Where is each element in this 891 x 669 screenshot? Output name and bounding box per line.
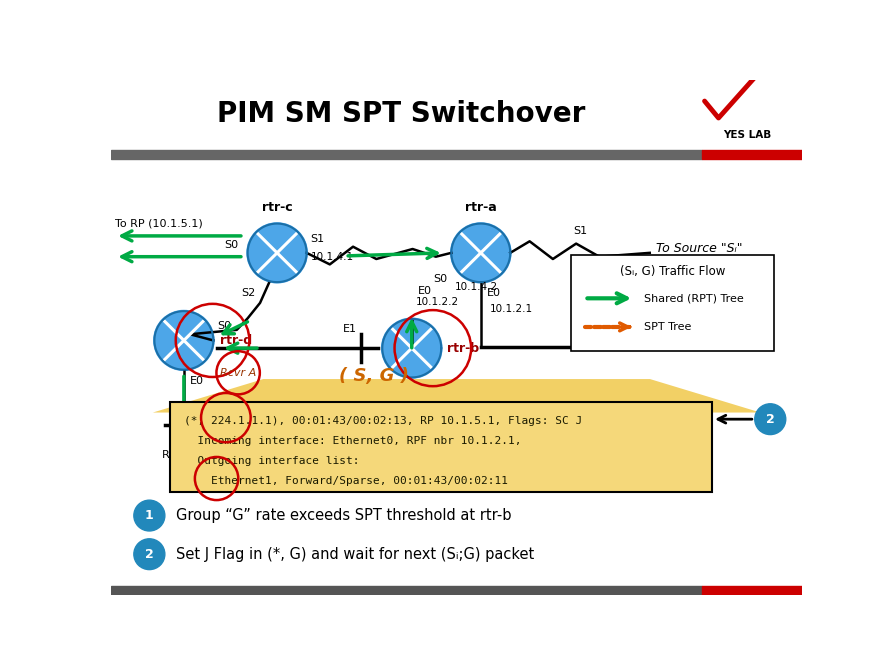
Text: S1: S1	[573, 226, 587, 236]
Bar	[111, 159, 802, 595]
Text: S0: S0	[433, 274, 447, 284]
Text: 2: 2	[145, 548, 154, 561]
Text: SPT Tree: SPT Tree	[644, 322, 691, 332]
Text: rtr-a: rtr-a	[465, 201, 496, 214]
Text: E0: E0	[487, 288, 501, 298]
Text: (Sᵢ, G) Traffic Flow: (Sᵢ, G) Traffic Flow	[620, 265, 725, 278]
Text: ( S, G ): ( S, G )	[339, 367, 409, 385]
Text: 2: 2	[766, 413, 774, 425]
Bar	[111, 150, 702, 159]
Text: S1: S1	[310, 233, 324, 244]
Circle shape	[452, 223, 511, 282]
Text: E1: E1	[343, 324, 356, 334]
Text: Outgoing interface list:: Outgoing interface list:	[184, 456, 360, 466]
Circle shape	[755, 404, 786, 435]
Text: E0: E0	[418, 286, 432, 296]
Bar	[111, 159, 802, 595]
Text: 10.1.4.2: 10.1.4.2	[455, 282, 498, 292]
Text: To Source "Sᵢ": To Source "Sᵢ"	[656, 242, 742, 256]
Text: 10.1.4.1: 10.1.4.1	[310, 252, 354, 262]
Text: Set J Flag in (*, G) and wait for next (Sᵢ;G) packet: Set J Flag in (*, G) and wait for next (…	[176, 547, 535, 562]
Text: rtr-d: rtr-d	[219, 334, 251, 347]
Text: (*, 224.1.1.1), 00:01:43/00:02:13, RP 10.1.5.1, Flags: SC J: (*, 224.1.1.1), 00:01:43/00:02:13, RP 10…	[184, 416, 583, 426]
Circle shape	[134, 539, 165, 569]
Circle shape	[154, 311, 213, 370]
Text: S0: S0	[217, 321, 232, 331]
Polygon shape	[153, 379, 761, 413]
Text: Shared (RPT) Tree: Shared (RPT) Tree	[644, 293, 744, 303]
Text: Incoming interface: Ethernet0, RPF nbr 10.1.2.1,: Incoming interface: Ethernet0, RPF nbr 1…	[184, 436, 521, 446]
Bar	[111, 586, 702, 595]
Text: rtr-c: rtr-c	[262, 201, 292, 214]
Bar	[111, 80, 802, 150]
Text: Rcvr A: Rcvr A	[220, 368, 257, 378]
Text: 1: 1	[145, 509, 154, 522]
Circle shape	[248, 223, 307, 282]
Bar	[570, 256, 774, 351]
Text: PIM SM SPT Switchover: PIM SM SPT Switchover	[217, 100, 585, 128]
Text: rtr-b: rtr-b	[447, 342, 479, 355]
Text: 10.1.2.2: 10.1.2.2	[415, 297, 459, 307]
Text: 10.1.2.1: 10.1.2.1	[490, 304, 533, 314]
Text: YES LAB: YES LAB	[723, 130, 772, 140]
Text: E0: E0	[190, 376, 204, 386]
Text: Rcvr B: Rcvr B	[162, 450, 198, 460]
Circle shape	[382, 319, 441, 377]
Bar	[702, 586, 802, 595]
Bar	[681, 88, 789, 149]
Text: S2: S2	[241, 288, 256, 298]
Bar	[170, 402, 712, 492]
Bar	[702, 150, 802, 159]
Text: S0: S0	[225, 240, 239, 250]
Text: Group “G” rate exceeds SPT threshold at rtr-b: Group “G” rate exceeds SPT threshold at …	[176, 508, 512, 523]
Text: To RP (10.1.5.1): To RP (10.1.5.1)	[115, 218, 203, 228]
Circle shape	[134, 500, 165, 531]
Text: Ethernet1, Forward/Sparse, 00:01:43/00:02:11: Ethernet1, Forward/Sparse, 00:01:43/00:0…	[184, 476, 508, 486]
